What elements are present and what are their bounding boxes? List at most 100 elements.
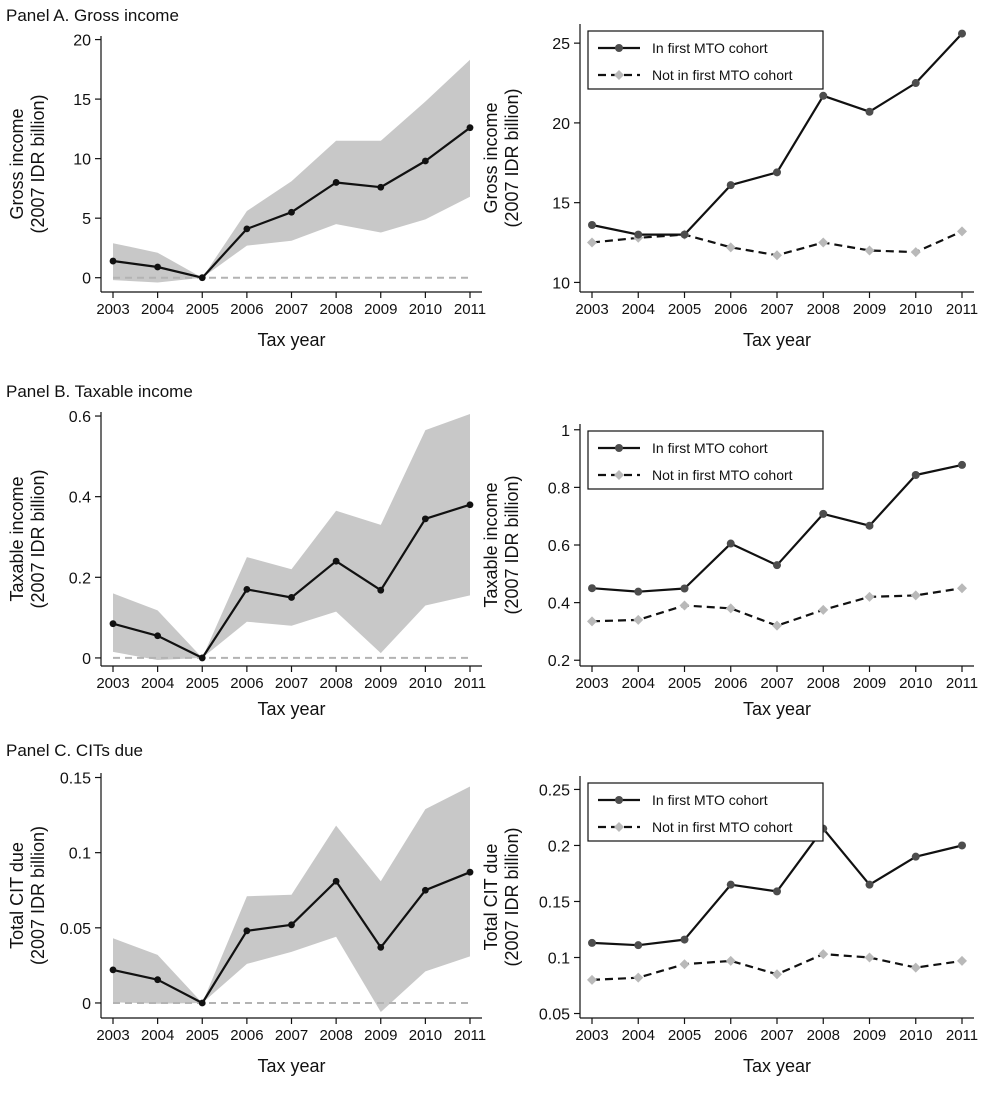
legend-marker-diamond: [614, 470, 624, 480]
x-tick-label: 2008: [807, 675, 840, 692]
y-axis-title-line: Taxable income: [7, 476, 27, 601]
data-point: [588, 584, 596, 593]
data-point-diamond: [725, 242, 736, 253]
data-point: [865, 521, 874, 530]
panel-a-title: Panel A. Gross income: [6, 6, 179, 25]
y-axis-title: Gross income(2007 IDR billion): [7, 94, 48, 233]
data-point-diamond: [957, 226, 967, 237]
y-tick-label: 0.05: [539, 1007, 570, 1024]
y-tick-label: 20: [552, 116, 570, 133]
y-tick-label: 0.4: [548, 596, 570, 613]
x-tick-label: 2004: [622, 675, 655, 692]
data-point: [911, 852, 920, 861]
y-axis-title-line: Gross income: [481, 102, 501, 213]
data-point-diamond: [633, 972, 644, 983]
y-tick-label: 20: [73, 33, 91, 50]
legend-label: Not in first MTO cohort: [652, 467, 793, 483]
y-tick-label: 0.6: [69, 409, 91, 426]
data-point-diamond: [864, 952, 875, 963]
data-point: [377, 586, 385, 594]
y-tick-label: 0.2: [69, 570, 91, 587]
chart-4: 0.2 0.4 0.6 0.8 1 2003 2004 2005 2006 2007 2008 200…: [481, 423, 978, 719]
x-tick-label: 2010: [899, 1027, 932, 1044]
data-point: [154, 632, 162, 640]
y-tick-label: 0.4: [69, 490, 91, 507]
data-point-diamond: [818, 604, 829, 615]
data-point-diamond: [725, 603, 736, 614]
x-tick-label: 2004: [622, 301, 655, 318]
x-axis-title: Tax year: [743, 699, 811, 719]
y-axis-title-line: Taxable income: [481, 482, 501, 607]
y-axis-title-line: (2007 IDR billion): [502, 88, 522, 227]
data-point-diamond: [910, 590, 921, 601]
data-point-diamond: [587, 974, 597, 985]
data-point: [588, 221, 596, 229]
data-point: [726, 880, 735, 889]
y-tick-label: 0.25: [539, 782, 570, 799]
x-tick-label: 2003: [96, 675, 129, 692]
legend-box: [587, 30, 824, 90]
y-tick-label: 15: [552, 196, 570, 213]
legend-label: In first MTO cohort: [652, 792, 768, 808]
y-tick-label: 0.2: [548, 653, 570, 670]
data-point: [634, 941, 643, 950]
y-tick-label: 5: [82, 211, 91, 228]
legend: In first MTO cohort Not in first MTO coho…: [587, 782, 824, 842]
x-tick-label: 2006: [714, 1027, 747, 1044]
data-point-diamond: [957, 955, 967, 966]
data-point: [288, 594, 295, 601]
data-point-diamond: [772, 969, 782, 980]
y-axis-title-line: Total CIT due: [7, 842, 27, 949]
y-axis-title: Taxable income(2007 IDR billion): [481, 475, 522, 614]
data-point: [243, 585, 251, 593]
data-point: [109, 257, 117, 265]
chart-3: 0 0.2 0.4 0.6 2003 2004 2005 2006 2007 2008 2009 20…: [7, 409, 486, 719]
legend-marker-diamond: [614, 70, 624, 80]
x-tick-label: 2007: [275, 675, 308, 692]
y-axis-title: Total CIT due(2007 IDR billion): [481, 827, 522, 966]
x-tick-label: 2011: [454, 301, 486, 318]
data-point: [634, 587, 643, 596]
data-point: [421, 515, 429, 523]
data-point-diamond: [772, 620, 782, 631]
x-tick-label: 2009: [364, 1027, 397, 1044]
x-tick-label: 2005: [186, 1027, 219, 1044]
x-tick-label: 2011: [454, 1027, 486, 1044]
data-point: [634, 230, 643, 239]
data-point-diamond: [818, 237, 829, 248]
y-tick-label: 0.8: [548, 480, 570, 497]
data-point: [726, 539, 735, 548]
y-axis-title-line: (2007 IDR billion): [28, 94, 48, 233]
confidence-band: [113, 414, 470, 660]
legend-marker: [615, 444, 623, 452]
x-tick-label: 2005: [668, 301, 701, 318]
y-axis-title-line: (2007 IDR billion): [28, 469, 48, 608]
data-point-diamond: [864, 591, 875, 602]
x-tick-label: 2011: [946, 301, 978, 318]
data-point: [154, 976, 162, 984]
x-tick-label: 2003: [96, 301, 129, 318]
data-point: [466, 501, 474, 509]
data-point: [958, 841, 966, 850]
x-axis-title: Tax year: [743, 330, 811, 350]
y-tick-label: 0.15: [539, 894, 570, 911]
x-tick-label: 2003: [575, 1027, 608, 1044]
x-tick-label: 2009: [364, 301, 397, 318]
data-point: [109, 966, 117, 974]
x-tick-label: 2006: [230, 675, 263, 692]
x-tick-label: 2009: [853, 675, 886, 692]
x-tick-label: 2007: [760, 301, 793, 318]
confidence-band: [113, 786, 470, 1012]
data-point-diamond: [587, 237, 597, 248]
x-tick-label: 2005: [186, 675, 219, 692]
x-tick-label: 2008: [319, 675, 352, 692]
y-tick-label: 0.2: [548, 838, 570, 855]
legend-label: Not in first MTO cohort: [652, 819, 793, 835]
data-point: [288, 208, 295, 216]
data-point: [773, 168, 781, 177]
data-point: [154, 263, 162, 271]
x-tick-label: 2008: [319, 301, 352, 318]
data-point-diamond: [679, 600, 690, 611]
x-tick-label: 2004: [141, 301, 174, 318]
legend-marker-diamond: [614, 822, 624, 832]
